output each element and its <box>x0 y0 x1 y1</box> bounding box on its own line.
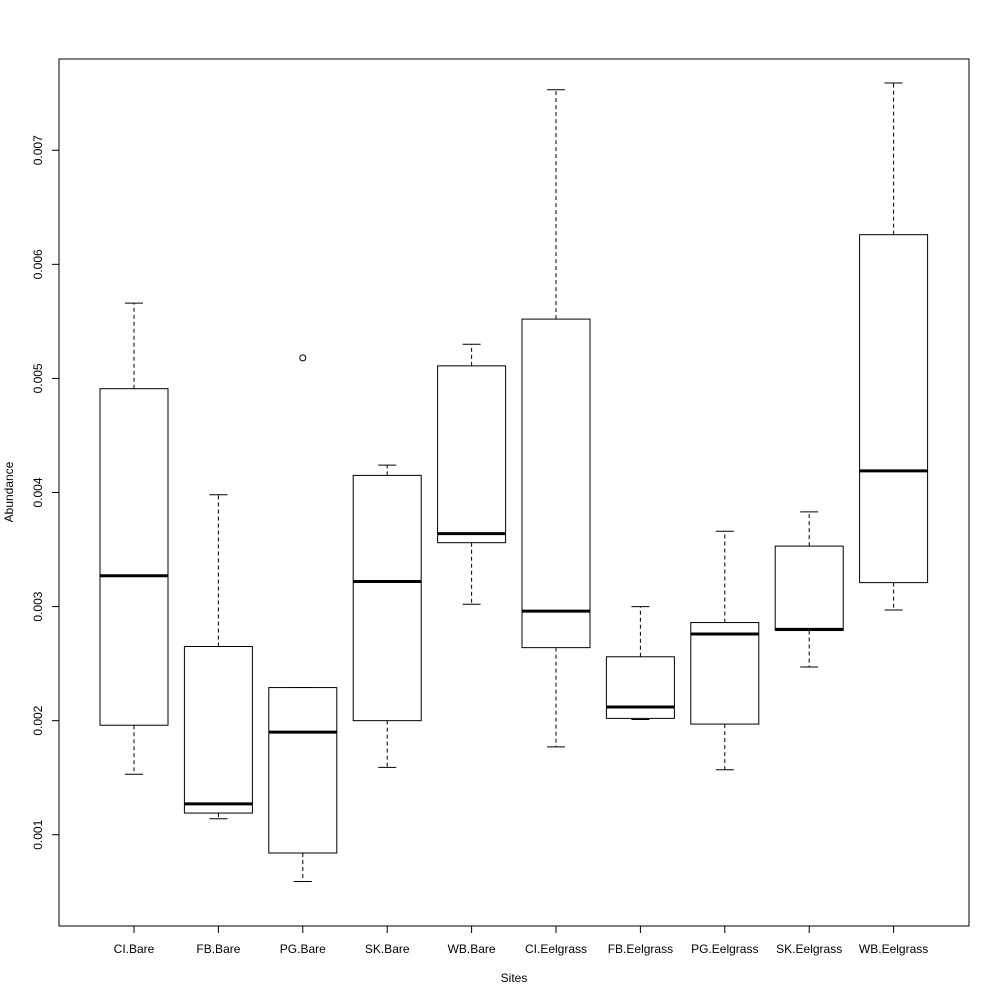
outlier-point <box>299 354 307 362</box>
iqr-box <box>183 646 253 814</box>
x-tick-label: CI.Eelgrass <box>525 942 587 956</box>
box-SK.Eelgrass <box>774 511 844 668</box>
x-tick-label: CI.Bare <box>114 942 155 956</box>
iqr-box <box>437 365 507 544</box>
x-tick-label: FB.Eelgrass <box>608 942 673 956</box>
y-tick-label: 0.002 <box>31 705 45 735</box>
box-PG.Bare <box>268 354 338 883</box>
box-CI.Bare <box>99 302 169 775</box>
y-tick-label: 0.004 <box>31 477 45 507</box>
iqr-box <box>268 687 338 854</box>
boxes <box>99 82 929 883</box>
x-tick-label: FB.Bare <box>196 942 240 956</box>
box-FB.Eelgrass <box>605 606 675 721</box>
x-tick-label: SK.Eelgrass <box>776 942 842 956</box>
box-WB.Eelgrass <box>859 82 929 611</box>
iqr-box <box>774 545 844 632</box>
iqr-box <box>99 388 169 726</box>
x-tick-label: PG.Bare <box>280 942 326 956</box>
x-tick-label: WB.Eelgrass <box>859 942 928 956</box>
iqr-box <box>352 474 422 722</box>
box-PG.Eelgrass <box>690 530 760 771</box>
y-tick-label: 0.003 <box>31 591 45 621</box>
y-axis-label: Abundance <box>2 461 16 522</box>
box-FB.Bare <box>183 494 253 820</box>
x-tick-label: SK.Bare <box>365 942 410 956</box>
y-tick-label: 0.001 <box>31 819 45 849</box>
iqr-box <box>605 656 675 719</box>
x-axis-label: Sites <box>501 971 528 985</box>
x-tick-label: PG.Eelgrass <box>691 942 758 956</box>
x-axis: CI.Bare FB.Bare PG.Bare SK.Bare WB.Bare CI.Ee… <box>114 926 928 956</box>
y-axis: 0.001 0.002 0.003 0.004 0.005 0.006 0.007 <box>31 135 59 850</box>
y-tick-label: 0.006 <box>31 249 45 279</box>
iqr-box <box>690 622 760 725</box>
iqr-box <box>859 234 929 584</box>
box-SK.Bare <box>352 464 422 768</box>
box-CI.Eelgrass <box>521 89 591 748</box>
y-tick-label: 0.007 <box>31 135 45 165</box>
x-tick-label: WB.Bare <box>448 942 496 956</box>
iqr-box <box>521 318 591 649</box>
y-tick-label: 0.005 <box>31 363 45 393</box>
box-WB.Bare <box>437 343 507 605</box>
